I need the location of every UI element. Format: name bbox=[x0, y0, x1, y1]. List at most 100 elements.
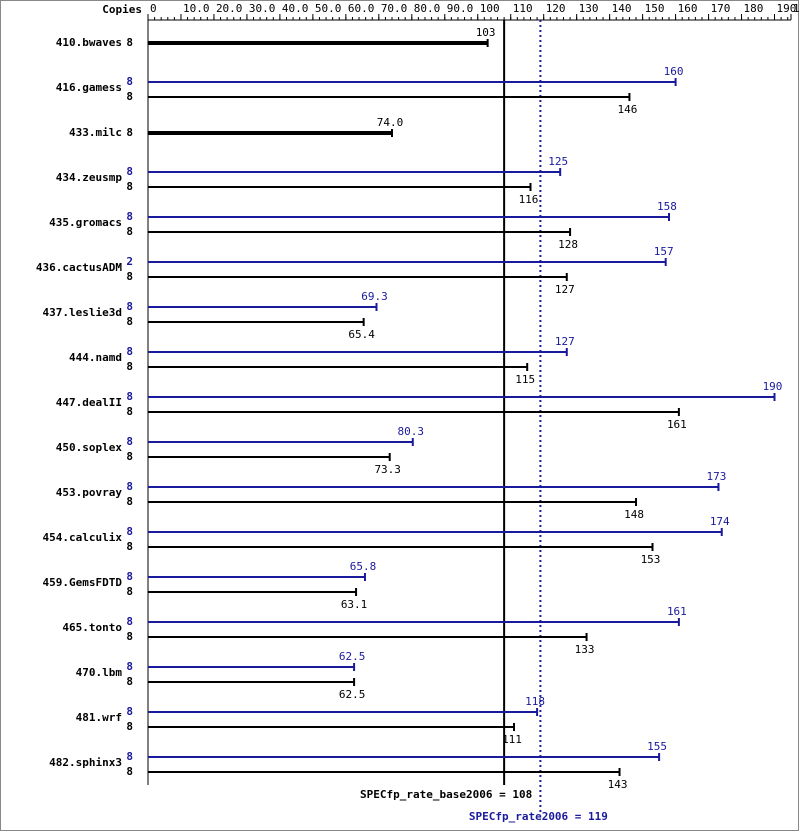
x-tick-label: 90.0 bbox=[447, 2, 474, 15]
x-tick-label: 140 bbox=[612, 2, 632, 15]
x-tick-label: 30.0 bbox=[249, 2, 276, 15]
x-tick-label: 20.0 bbox=[216, 2, 243, 15]
value-label: 65.4 bbox=[348, 328, 375, 341]
copies-label: 8 bbox=[126, 165, 133, 178]
copies-label: 8 bbox=[126, 300, 133, 313]
copies-label: 8 bbox=[126, 180, 133, 193]
copies-label: 8 bbox=[126, 390, 133, 403]
value-label: 161 bbox=[667, 605, 687, 618]
value-label: 62.5 bbox=[339, 688, 366, 701]
value-label: 174 bbox=[710, 515, 730, 528]
x-tick-label: 60.0 bbox=[348, 2, 375, 15]
copies-label: 8 bbox=[126, 720, 133, 733]
value-label: 146 bbox=[617, 103, 637, 116]
x-tick-label: 195 bbox=[793, 2, 799, 15]
category-label: 482.sphinx3 bbox=[49, 756, 122, 769]
value-label: 127 bbox=[555, 283, 575, 296]
category-label: 436.cactusADM bbox=[36, 261, 122, 274]
copies-label: 8 bbox=[126, 36, 133, 49]
reference-label: SPECfp_rate_base2006 = 108 bbox=[360, 788, 532, 801]
value-label: 125 bbox=[548, 155, 568, 168]
x-tick-label: 120 bbox=[546, 2, 566, 15]
copies-label: 8 bbox=[126, 360, 133, 373]
value-label: 69.3 bbox=[361, 290, 388, 303]
x-tick-label: 40.0 bbox=[282, 2, 309, 15]
copies-label: 8 bbox=[126, 405, 133, 418]
copies-label: 8 bbox=[126, 480, 133, 493]
value-label: 161 bbox=[667, 418, 687, 431]
category-label: 453.povray bbox=[56, 486, 123, 499]
category-label: 416.gamess bbox=[56, 81, 122, 94]
value-label: 127 bbox=[555, 335, 575, 348]
x-tick-label: 0 bbox=[150, 2, 157, 15]
value-label: 73.3 bbox=[374, 463, 401, 476]
copies-label: 2 bbox=[126, 255, 133, 268]
category-label: 435.gromacs bbox=[49, 216, 122, 229]
copies-label: 8 bbox=[126, 525, 133, 538]
category-label: 433.milc bbox=[69, 126, 122, 139]
category-label: 437.leslie3d bbox=[43, 306, 122, 319]
x-tick-label: 70.0 bbox=[381, 2, 408, 15]
category-label: 470.lbm bbox=[76, 666, 123, 679]
category-label: 454.calculix bbox=[43, 531, 123, 544]
value-label: 133 bbox=[575, 643, 595, 656]
value-label: 80.3 bbox=[398, 425, 425, 438]
copies-label: 8 bbox=[126, 90, 133, 103]
category-label: 410.bwaves bbox=[56, 36, 122, 49]
copies-label: 8 bbox=[126, 705, 133, 718]
value-label: 63.1 bbox=[341, 598, 368, 611]
copies-label: 8 bbox=[126, 675, 133, 688]
copies-label: 8 bbox=[126, 225, 133, 238]
copies-label: 8 bbox=[126, 315, 133, 328]
copies-label: 8 bbox=[126, 126, 133, 139]
copies-label: 8 bbox=[126, 345, 133, 358]
value-label: 173 bbox=[707, 470, 727, 483]
x-tick-label: 50.0 bbox=[315, 2, 342, 15]
copies-label: 8 bbox=[126, 210, 133, 223]
copies-label: 8 bbox=[126, 540, 133, 553]
copies-label: 8 bbox=[126, 75, 133, 88]
x-tick-label: 110 bbox=[513, 2, 533, 15]
copies-label: 8 bbox=[126, 765, 133, 778]
copies-label: 8 bbox=[126, 630, 133, 643]
x-tick-label: 190 bbox=[777, 2, 797, 15]
copies-label: 8 bbox=[126, 435, 133, 448]
value-label: 155 bbox=[647, 740, 667, 753]
copies-label: 8 bbox=[126, 615, 133, 628]
value-label: 160 bbox=[664, 65, 684, 78]
x-tick-label: 160 bbox=[678, 2, 698, 15]
value-label: 128 bbox=[558, 238, 578, 251]
category-label: 465.tonto bbox=[62, 621, 122, 634]
value-label: 153 bbox=[641, 553, 661, 566]
copies-label: 8 bbox=[126, 585, 133, 598]
value-label: 158 bbox=[657, 200, 677, 213]
value-label: 62.5 bbox=[339, 650, 366, 663]
value-label: 74.0 bbox=[377, 116, 404, 129]
x-tick-label: 130 bbox=[579, 2, 599, 15]
x-tick-label: 10.0 bbox=[183, 2, 210, 15]
x-tick-label: 150 bbox=[645, 2, 665, 15]
x-tick-label: 180 bbox=[744, 2, 764, 15]
copies-label: 8 bbox=[126, 750, 133, 763]
value-label: 65.8 bbox=[350, 560, 377, 573]
value-label: 143 bbox=[608, 778, 628, 791]
value-label: 103 bbox=[476, 26, 496, 39]
value-label: 115 bbox=[515, 373, 535, 386]
value-label: 116 bbox=[519, 193, 539, 206]
value-label: 190 bbox=[763, 380, 783, 393]
copies-label: 8 bbox=[126, 570, 133, 583]
category-label: 444.namd bbox=[69, 351, 122, 364]
copies-label: 8 bbox=[126, 495, 133, 508]
category-label: 434.zeusmp bbox=[56, 171, 123, 184]
x-tick-label: 170 bbox=[711, 2, 731, 15]
category-label: 447.dealII bbox=[56, 396, 122, 409]
x-tick-label: 100 bbox=[480, 2, 500, 15]
copies-label: 8 bbox=[126, 660, 133, 673]
category-label: 481.wrf bbox=[76, 711, 122, 724]
reference-label: SPECfp_rate2006 = 119 bbox=[469, 810, 608, 823]
copies-label: 8 bbox=[126, 270, 133, 283]
x-tick-label: 80.0 bbox=[414, 2, 441, 15]
copies-label: 8 bbox=[126, 450, 133, 463]
